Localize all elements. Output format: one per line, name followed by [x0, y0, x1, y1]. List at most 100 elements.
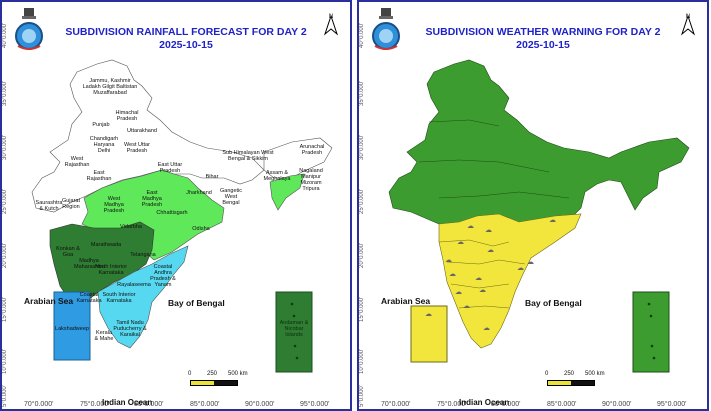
lat-tick: 35°0.000' [359, 80, 365, 106]
scale-mid: 250 [564, 371, 575, 377]
lakshadweep-inset [410, 305, 448, 363]
title-text: SUBDIVISION WEATHER WARNING FOR DAY 2 [425, 26, 661, 38]
region-label: Chhattisgarh [156, 210, 188, 216]
region-label: Lakshadweep [55, 326, 89, 332]
lat-tick: 35°0.000' [2, 80, 8, 106]
scale-zero: 0 [545, 371, 549, 377]
south-cyan-shape [97, 245, 189, 349]
warning-map [388, 59, 690, 373]
region-label: Vidarbha [120, 224, 142, 230]
region-label: West Uttar Pradesh [124, 142, 150, 154]
date-text: 2025-10-15 [516, 39, 570, 51]
imd-emblem-icon [15, 8, 43, 50]
scale-mid: 250 [207, 371, 218, 377]
region-label: Andaman & Nicobar Islands [279, 320, 309, 338]
lon-tick: 95°0.000' [657, 401, 687, 408]
region-label: Marathwada [90, 242, 122, 248]
thunderstorm-icon: ☁ [475, 275, 482, 282]
region-label: Telangana [130, 252, 156, 258]
map-title: SUBDIVISION WEATHER WARNING FOR DAY 2 20… [409, 26, 677, 52]
yellow-warning-shape [438, 213, 582, 349]
rainfall-map [31, 59, 333, 373]
region-label: East Rajasthan [86, 170, 112, 182]
lat-tick: 20°0.000' [2, 242, 8, 268]
region-label: Nagaland Manipur Mizoram Tripura [299, 168, 323, 192]
lat-tick: 15°0.000' [2, 296, 8, 322]
region-label: East Uttar Pradesh [157, 162, 183, 174]
thunderstorm-icon: ☁ [549, 217, 556, 224]
rainfall-forecast-panel: SUBDIVISION RAINFALL FORECAST FOR DAY 2 … [0, 0, 352, 411]
region-label: Tamil Nadu Puducherry & Karaikal [113, 320, 147, 338]
region-label: Punjab [92, 122, 110, 128]
bay-of-bengal-label: Bay of Bengal [168, 298, 225, 308]
region-label: Gangetic West Bengal [219, 188, 242, 206]
region-label: Arunachal Pradesh [299, 144, 325, 156]
thunderstorm-icon: ☁ [455, 289, 462, 296]
region-label: Madhya Maharashtra [74, 258, 105, 270]
region-label: South Interior Karnataka [102, 292, 136, 304]
thunderstorm-icon: ☁ [425, 311, 432, 318]
no-warning-shape [388, 59, 690, 261]
region-label: Jharkhand [186, 190, 212, 196]
thunderstorm-icon: ☁ [463, 303, 470, 310]
scale-bar: 0 250 500 km [545, 371, 611, 391]
region-label: West Madhya Pradesh [103, 196, 125, 214]
region-label: Odisha [192, 226, 210, 232]
region-label: Kerala & Mahe [94, 330, 114, 342]
indian-ocean-label: Indian Ocean [102, 398, 153, 407]
lon-tick: 75°0.000' [80, 401, 110, 408]
weather-warning-panel: SUBDIVISION WEATHER WARNING FOR DAY 2 20… [357, 0, 709, 411]
lakshadweep-inset [53, 291, 91, 361]
lat-tick: 15°0.000' [359, 296, 365, 322]
region-label: Saurashtra & Kutch [35, 200, 63, 212]
indian-ocean-label: Indian Ocean [459, 398, 510, 407]
date-text: 2025-10-15 [159, 39, 213, 51]
lat-tick: 40°0.000' [2, 22, 8, 48]
region-label: Konkan & Goa [56, 246, 80, 258]
lat-tick: 20°0.000' [359, 242, 365, 268]
lat-tick: 30°0.000' [359, 134, 365, 160]
title-text: SUBDIVISION RAINFALL FORECAST FOR DAY 2 [65, 26, 307, 38]
scale-bar: 0 250 500 km [188, 371, 254, 391]
lon-tick: 80°0.000' [134, 401, 164, 408]
region-label: Coastal Karnataka [76, 292, 102, 304]
lon-tick: 70°0.000' [24, 401, 54, 408]
thunderstorm-icon: ☁ [449, 271, 456, 278]
lon-tick: 75°0.000' [437, 401, 467, 408]
thunderstorm-icon: ☁ [445, 257, 452, 264]
lon-tick: 90°0.000' [245, 401, 275, 408]
region-label: West Rajasthan [64, 156, 90, 168]
lon-tick: 95°0.000' [300, 401, 330, 408]
thunderstorm-icon: ☁ [517, 265, 524, 272]
lat-tick: 10°0.000' [2, 348, 8, 374]
region-label: Sub Himalayan West Bengal & Sikkim [222, 150, 274, 162]
thunderstorm-icon: ☁ [527, 259, 534, 266]
arabian-sea-label: Arabian Sea [381, 296, 431, 306]
andaman-inset [632, 291, 670, 373]
region-label: Chandigarh Haryana Delhi [89, 136, 119, 154]
northeast-shape [263, 137, 333, 179]
lon-tick: 85°0.000' [547, 401, 577, 408]
region-label: Gujarat Region [61, 198, 81, 210]
lat-tick: 5°0.000' [359, 385, 365, 407]
region-label: Bihar [205, 174, 219, 180]
thunderstorm-icon: ☁ [467, 223, 474, 230]
andaman-inset [275, 291, 313, 373]
lat-tick: 25°0.000' [2, 188, 8, 214]
scale-zero: 0 [188, 371, 192, 377]
lon-tick: 90°0.000' [602, 401, 632, 408]
map-title: SUBDIVISION RAINFALL FORECAST FOR DAY 2 … [52, 26, 320, 52]
thunderstorm-icon: ☁ [483, 325, 490, 332]
region-label: North Interior Karnataka [94, 264, 128, 276]
thunderstorm-icon: ☁ [487, 247, 494, 254]
north-arrow-icon: N [323, 14, 339, 36]
ne-green-shape [269, 173, 305, 211]
lat-tick: 30°0.000' [2, 134, 8, 160]
imd-emblem-icon [372, 8, 400, 50]
lat-tick: 25°0.000' [359, 188, 365, 214]
north-arrow-icon: N [680, 14, 696, 36]
region-label: Uttarakhand [127, 128, 157, 134]
lon-tick: 85°0.000' [190, 401, 220, 408]
region-label: Himachal Pradesh [115, 110, 139, 122]
lat-tick: 10°0.000' [359, 348, 365, 374]
